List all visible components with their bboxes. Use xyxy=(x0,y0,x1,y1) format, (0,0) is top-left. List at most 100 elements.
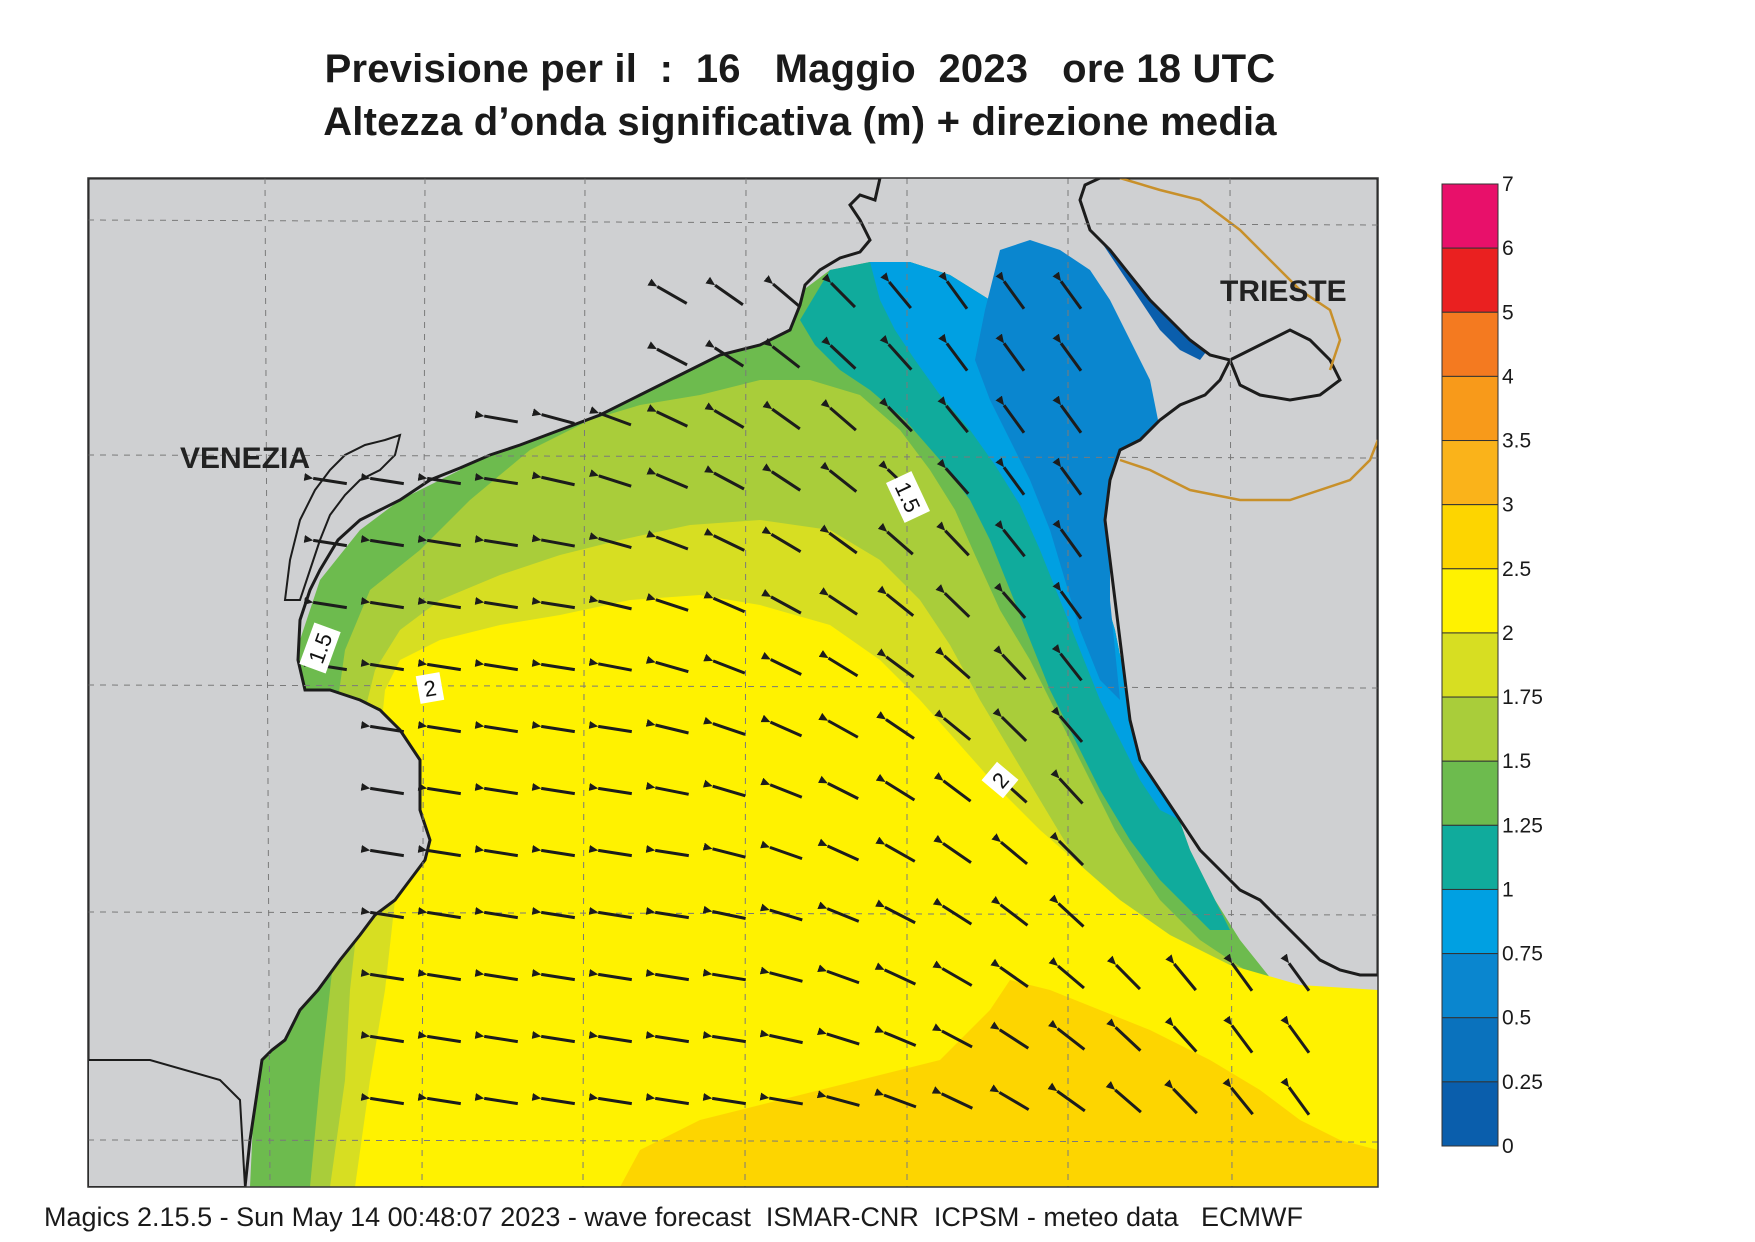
sea-band-teal xyxy=(800,262,1230,930)
wave-arrow xyxy=(703,528,745,552)
contour-label-4: 2 xyxy=(981,761,1019,799)
wave-arrow xyxy=(646,593,689,612)
wave-arrow xyxy=(936,521,970,557)
wave-arrow xyxy=(474,472,519,486)
wave-arrow xyxy=(936,458,970,495)
wave-arrow xyxy=(937,396,969,434)
wave-arrow xyxy=(880,272,912,310)
wave-arrow xyxy=(1052,271,1083,310)
wave-arrow xyxy=(1165,954,1197,992)
wave-arrow xyxy=(992,707,1028,742)
wave-arrow xyxy=(531,1092,576,1106)
wave-arrow xyxy=(531,658,576,672)
wave-arrow xyxy=(704,402,745,429)
wave-arrow xyxy=(588,720,633,734)
wave-arrow xyxy=(874,1025,917,1047)
wave-arrow xyxy=(531,720,576,734)
wave-arrow xyxy=(762,463,802,492)
wave-arrow xyxy=(819,524,858,555)
wave-arrow xyxy=(702,968,747,982)
city-label-venezia: VENEZIA xyxy=(180,442,310,475)
colorbar-label: 0.5 xyxy=(1502,1007,1531,1030)
colorbar-label: 0.75 xyxy=(1502,943,1543,966)
wave-arrow xyxy=(1051,644,1083,682)
wave-arrow xyxy=(702,905,746,920)
wave-arrow xyxy=(702,1030,747,1044)
wave-arrow xyxy=(1049,894,1085,928)
wave-arrow xyxy=(876,711,915,740)
wave-arrow xyxy=(1164,1016,1198,1053)
wave-arrow xyxy=(588,1092,633,1106)
wave-arrow xyxy=(819,587,858,616)
wave-arrow xyxy=(531,844,576,858)
colorbar: 7 6 5 4 3.5 3 2.5 2 1.75 1.5 1.25 1 0.75 0.5 0.25 0 xyxy=(1441,173,1543,1158)
wave-arrow xyxy=(360,472,405,486)
wave-arrow xyxy=(991,833,1029,866)
sea-fields xyxy=(250,190,1378,1187)
wave-arrow xyxy=(816,1027,860,1046)
colorbar-swatch xyxy=(1441,504,1499,570)
wave-arrow xyxy=(360,720,405,734)
wave-arrow xyxy=(1048,957,1085,990)
wave-arrow xyxy=(879,334,913,371)
wave-arrow xyxy=(589,469,632,488)
wave-arrow xyxy=(933,772,972,803)
wave-arrow xyxy=(303,472,348,486)
wave-arrow xyxy=(874,962,917,986)
wave-arrow xyxy=(933,834,972,864)
colorbar-swatch xyxy=(1441,311,1499,377)
wave-arrow xyxy=(474,844,519,858)
colorbar-label: 2.5 xyxy=(1502,558,1531,581)
wave-arrow xyxy=(647,278,688,305)
title-line-1: Previsione per il : 16 Maggio 2023 ore 1… xyxy=(324,47,1276,91)
wave-arrow xyxy=(1106,955,1142,991)
wave-arrow xyxy=(645,781,689,796)
wave-arrow xyxy=(763,275,800,308)
wave-arrow xyxy=(993,582,1027,619)
wave-arrow xyxy=(531,1030,576,1044)
wave-arrow xyxy=(934,709,972,741)
wave-arrow xyxy=(360,968,405,982)
wave-arrow xyxy=(474,782,519,796)
wave-arrow xyxy=(763,337,801,369)
wave-arrow xyxy=(417,534,462,548)
wave-arrow xyxy=(875,836,916,863)
wave-arrow xyxy=(934,646,971,680)
wave-arrow xyxy=(995,271,1026,310)
wave-arrow xyxy=(474,720,519,734)
wave-arrow xyxy=(360,844,405,858)
wave-arrow xyxy=(360,1092,405,1106)
wave-arrow xyxy=(417,596,462,610)
wave-arrow xyxy=(877,522,914,556)
wave-arrow xyxy=(703,716,746,736)
wave-arrow xyxy=(932,897,973,926)
colorbar-swatch xyxy=(1441,760,1499,826)
wave-arrow xyxy=(760,651,802,676)
wave-arrow xyxy=(646,404,689,428)
wave-arrow xyxy=(1222,1078,1254,1116)
wave-arrow xyxy=(995,457,1026,496)
wave-arrow xyxy=(759,966,803,983)
wave-arrow xyxy=(759,1092,804,1106)
wave-arrow xyxy=(1164,1079,1198,1115)
wave-arrow xyxy=(531,534,575,548)
wave-arrow xyxy=(817,901,860,923)
wave-arrow xyxy=(1052,519,1083,558)
map-area: 1.5 1.5 2 2 VENEZIA TRIESTE xyxy=(88,178,1378,1187)
wave-arrow xyxy=(876,648,915,679)
wave-arrow xyxy=(989,1021,1030,1050)
wave-arrow xyxy=(1280,1077,1311,1116)
land-trieste-area xyxy=(1228,328,1342,402)
wave-arrow xyxy=(303,534,348,548)
colorbar-swatch xyxy=(1441,568,1499,634)
wave-arrow xyxy=(1280,953,1311,992)
wave-arrow xyxy=(760,714,803,738)
wave-direction-arrows xyxy=(303,271,1311,1116)
wave-arrow xyxy=(417,720,462,734)
wave-arrow xyxy=(705,276,744,306)
colorbar-label: 5 xyxy=(1502,301,1514,324)
colorbar-swatch xyxy=(1441,632,1499,698)
wave-arrow xyxy=(703,590,746,614)
wave-arrow xyxy=(817,964,860,985)
wave-arrow xyxy=(875,773,916,802)
